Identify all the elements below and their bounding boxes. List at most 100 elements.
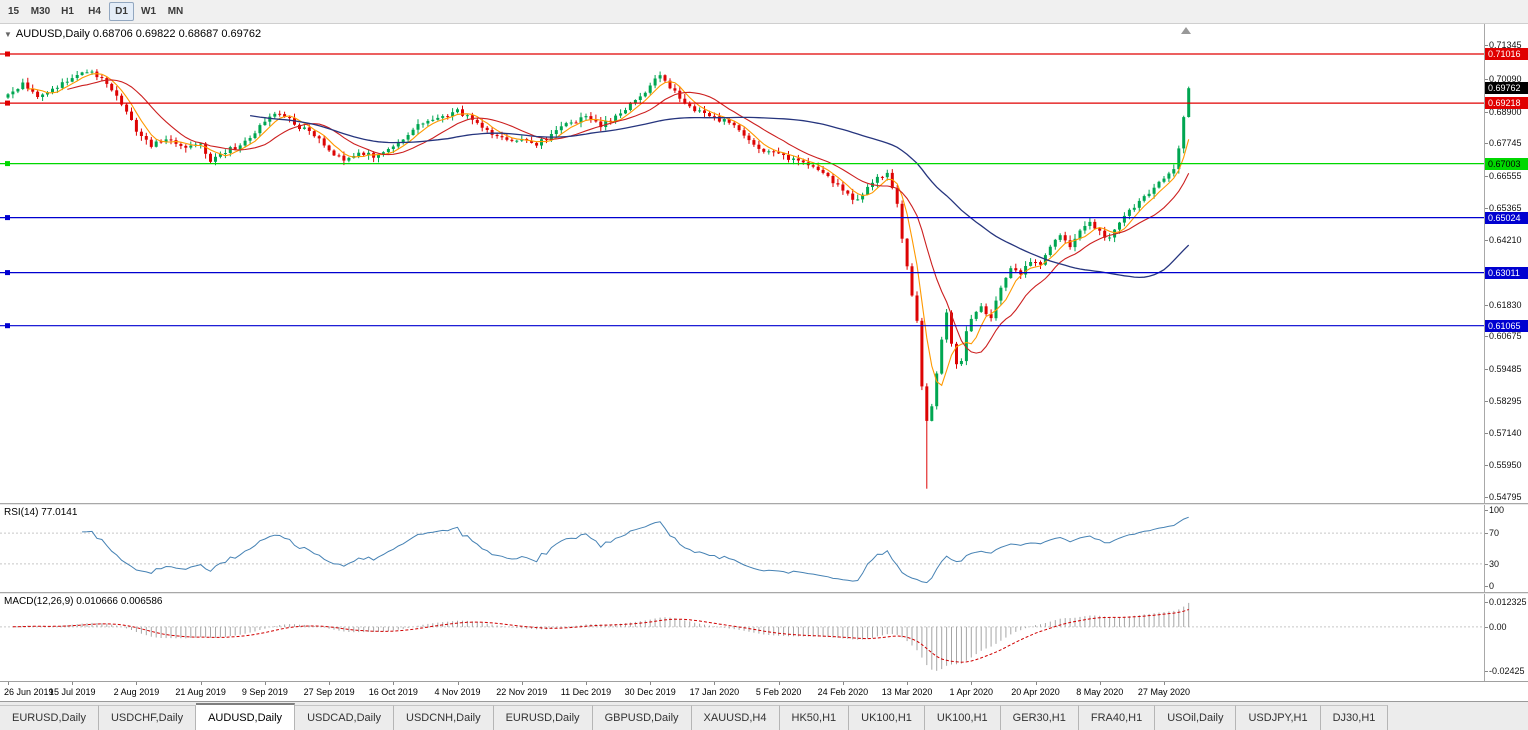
panel-splitter[interactable] bbox=[0, 592, 1528, 594]
price-axis-label: 0.67745 bbox=[1489, 138, 1522, 149]
price-axis-label: 0.68900 bbox=[1489, 106, 1522, 117]
rsi-panel[interactable]: RSI(14) 77.0141 100 70 30 0 bbox=[0, 505, 1528, 592]
macd-signal-line bbox=[12, 609, 1189, 663]
date-label: 26 Jun 2019 bbox=[4, 687, 54, 697]
timeframe-h4[interactable]: H4 bbox=[88, 6, 101, 17]
hline-handle[interactable] bbox=[5, 270, 10, 276]
date-label: 21 Aug 2019 bbox=[175, 687, 226, 697]
tab-eurusd-daily[interactable]: EURUSD,Daily bbox=[493, 705, 593, 730]
tab-xauusd-h4[interactable]: XAUUSD,H4 bbox=[691, 705, 780, 730]
timeframe-d1[interactable]: D1 bbox=[109, 2, 134, 21]
date-label: 4 Nov 2019 bbox=[434, 687, 481, 697]
macd-axis: 0.012325 0.00 -0.02425 bbox=[1484, 594, 1528, 681]
price-axis-label: 0.54795 bbox=[1489, 491, 1522, 502]
price-axis-label: 0.55950 bbox=[1489, 460, 1522, 471]
rsi-axis-label: 70 bbox=[1489, 528, 1500, 539]
candles-layer bbox=[6, 69, 1191, 489]
ma-slow-line bbox=[249, 114, 1190, 279]
date-axis[interactable]: 26 Jun 2019 15 Jul 2019 2 Aug 2019 21 Aug 2… bbox=[0, 681, 1528, 701]
macd-panel[interactable]: MACD(12,26,9) 0.010666 0.006586 0.012325… bbox=[0, 594, 1528, 681]
price-axis-label: 0.71345 bbox=[1489, 40, 1522, 50]
price-axis-label: 0.58295 bbox=[1489, 396, 1522, 407]
chart-area: ▼ AUDUSD,Daily 0.68706 0.69822 0.68687 0… bbox=[0, 24, 1528, 701]
ma-mid-line bbox=[67, 79, 1190, 354]
tab-eurusd-daily[interactable]: EURUSD,Daily bbox=[0, 705, 99, 730]
price-axis-label: 0.59485 bbox=[1489, 363, 1522, 374]
tab-dj30-h1[interactable]: DJ30,H1 bbox=[1320, 705, 1389, 730]
price-chart-canvas[interactable] bbox=[0, 24, 1484, 503]
chart-title-text: AUDUSD,Daily 0.68706 0.69822 0.68687 0.6… bbox=[15, 28, 262, 40]
hline-handle[interactable] bbox=[5, 215, 10, 221]
date-label: 24 Feb 2020 bbox=[817, 687, 869, 697]
date-label: 20 Apr 2020 bbox=[1011, 687, 1060, 697]
macd-axis-label: -0.02425 bbox=[1489, 666, 1525, 676]
price-axis-label: 0.61830 bbox=[1489, 299, 1522, 310]
rsi-axis: 100 70 30 0 bbox=[1484, 505, 1528, 592]
price-tag-0.71016: 0.71016 bbox=[1485, 47, 1528, 60]
timeframe-m30[interactable]: M30 bbox=[30, 6, 51, 17]
tab-gbpusd-daily[interactable]: GBPUSD,Daily bbox=[592, 705, 692, 730]
date-label: 27 May 2020 bbox=[1137, 687, 1190, 697]
date-label: 5 Feb 2020 bbox=[755, 687, 802, 697]
date-label: 15 Jul 2019 bbox=[48, 687, 96, 697]
tab-audusd-daily[interactable]: AUDUSD,Daily bbox=[196, 703, 296, 730]
price-axis-label: 0.60675 bbox=[1489, 331, 1522, 342]
price-axis-label: 0.65365 bbox=[1489, 203, 1522, 214]
price-panel[interactable]: ▼ AUDUSD,Daily 0.68706 0.69822 0.68687 0… bbox=[0, 24, 1528, 503]
date-label: 30 Dec 2019 bbox=[624, 687, 676, 697]
rsi-axis-label: 30 bbox=[1489, 558, 1500, 569]
macd-label: MACD(12,26,9) 0.010666 0.006586 bbox=[4, 596, 163, 607]
tab-usdcad-daily[interactable]: USDCAD,Daily bbox=[295, 705, 395, 730]
price-tag-0.61065: 0.61065 bbox=[1485, 319, 1528, 332]
timeframe-mn[interactable]: MN bbox=[167, 6, 184, 17]
tab-usdcnh-daily[interactable]: USDCNH,Daily bbox=[394, 705, 494, 730]
date-label: 1 Apr 2020 bbox=[949, 687, 994, 697]
tab-fra40-h1[interactable]: FRA40,H1 bbox=[1078, 705, 1156, 730]
date-label: 8 May 2020 bbox=[1076, 687, 1124, 697]
date-label: 13 Mar 2020 bbox=[881, 687, 933, 697]
date-label: 11 Dec 2019 bbox=[560, 687, 612, 697]
timeframe-w1[interactable]: W1 bbox=[141, 6, 156, 17]
hline-handle[interactable] bbox=[5, 161, 10, 167]
price-axis-label: 0.70090 bbox=[1489, 74, 1522, 85]
macd-chart-canvas bbox=[0, 602, 1484, 671]
tab-usdchf-daily[interactable]: USDCHF,Daily bbox=[98, 705, 197, 730]
chart-title: ▼ AUDUSD,Daily 0.68706 0.69822 0.68687 0… bbox=[4, 28, 261, 40]
series-end-marker bbox=[1181, 27, 1191, 34]
price-tag-0.63011: 0.63011 bbox=[1485, 266, 1528, 279]
tab-uk100-h1[interactable]: UK100,H1 bbox=[849, 705, 925, 730]
timeframe-h1[interactable]: H1 bbox=[61, 6, 74, 17]
rsi-axis-label: 100 bbox=[1489, 505, 1505, 515]
date-label: 17 Jan 2020 bbox=[689, 687, 740, 697]
macd-histogram bbox=[12, 602, 1190, 671]
collapse-icon[interactable]: ▼ bbox=[4, 29, 12, 39]
date-label: 9 Sep 2019 bbox=[241, 687, 288, 697]
rsi-axis-label: 0 bbox=[1489, 581, 1495, 591]
price-tag-0.67003: 0.67003 bbox=[1485, 157, 1528, 170]
price-tag-0.69218: 0.69218 bbox=[1485, 97, 1528, 110]
tab-uk100-h1[interactable]: UK100,H1 bbox=[924, 705, 1001, 730]
tab-hk50-h1[interactable]: HK50,H1 bbox=[779, 705, 850, 730]
date-label: 2 Aug 2019 bbox=[113, 687, 160, 697]
rsi-label: RSI(14) 77.0141 bbox=[4, 507, 78, 518]
date-label: 27 Sep 2019 bbox=[303, 687, 355, 697]
tab-usoil-daily[interactable]: USOil,Daily bbox=[1155, 705, 1237, 730]
panel-splitter[interactable] bbox=[0, 503, 1528, 505]
price-axis[interactable]: 0.71345 0.70090 0.68900 0.67745 0.66555 0.653… bbox=[1484, 24, 1528, 503]
timeframe-15[interactable]: 15 bbox=[7, 6, 20, 17]
date-label: 16 Oct 2019 bbox=[368, 687, 418, 697]
price-axis-label: 0.64210 bbox=[1489, 234, 1522, 245]
macd-axis-label: 0.012325 bbox=[1489, 597, 1527, 607]
timeframe-toolbar: 15 M30 H1 H4 D1 W1 MN bbox=[0, 0, 1528, 24]
rsi-line bbox=[82, 516, 1189, 584]
hline-handle[interactable] bbox=[5, 51, 10, 57]
price-axis-label: 0.57140 bbox=[1489, 427, 1522, 438]
hline-handle[interactable] bbox=[5, 100, 10, 106]
ma-fast-line bbox=[27, 73, 1190, 387]
current-price-tag: 0.69762 bbox=[1485, 82, 1528, 95]
hline-handle[interactable] bbox=[5, 323, 10, 329]
tab-ger30-h1[interactable]: GER30,H1 bbox=[1000, 705, 1079, 730]
rsi-chart-canvas bbox=[0, 516, 1484, 584]
price-axis-label: 0.66555 bbox=[1489, 170, 1522, 181]
tab-usdjpy-h1[interactable]: USDJPY,H1 bbox=[1236, 705, 1321, 730]
